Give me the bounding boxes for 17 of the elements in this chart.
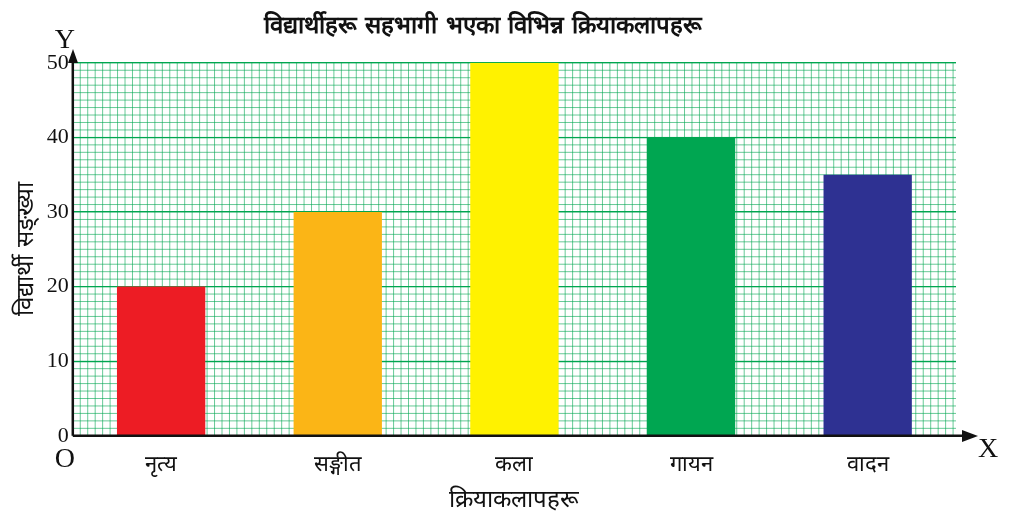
bar	[116, 286, 206, 436]
bar	[293, 212, 382, 436]
bar	[470, 62, 559, 436]
y-tick-label: 30	[46, 197, 69, 223]
y-tick-label: 20	[46, 272, 69, 298]
bar	[823, 174, 912, 436]
text: X	[977, 432, 999, 464]
y-axis-title: विद्यार्थी सङ्ख्या	[10, 181, 40, 317]
chart-title: विद्यार्थीहरू सहभागी भएका विभिन्न क्रियाकलापहरू	[262, 10, 704, 39]
x-axis-title: क्रियाकलापहरू	[449, 484, 581, 513]
x-tick-label: वादन	[846, 450, 890, 476]
x-tick-label: सङ्गीत	[313, 450, 362, 476]
x-tick-label: कला	[495, 450, 534, 476]
y-tick-label: 40	[46, 123, 69, 149]
x-tick-label: नृत्य	[145, 450, 179, 477]
y-tick-label: 10	[46, 346, 69, 372]
x-tick-label: गायन	[669, 450, 714, 476]
